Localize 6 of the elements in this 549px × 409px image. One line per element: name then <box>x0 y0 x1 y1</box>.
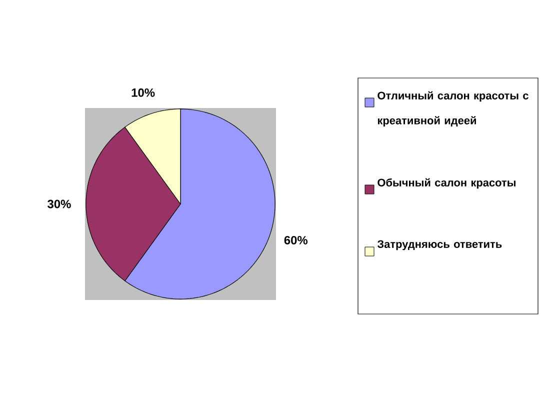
data-label: 10% <box>132 88 155 97</box>
data-label: 60% <box>284 236 308 244</box>
legend-label: Затрудняюсь ответить <box>377 240 502 250</box>
category-label: Отличный салон красоты с креативной идеей <box>378 91 528 127</box>
legend-label: Обычный салон красоты <box>378 178 516 189</box>
data-label: 30% <box>48 200 71 208</box>
